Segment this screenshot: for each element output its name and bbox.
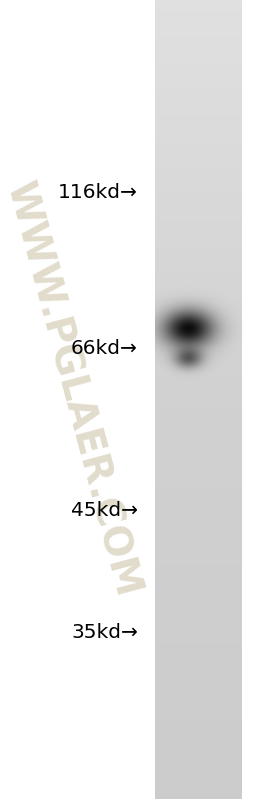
Text: WWW.PGLAER.COM: WWW.PGLAER.COM [0, 178, 146, 602]
Text: 35kd→: 35kd→ [71, 622, 138, 642]
Text: 116kd→: 116kd→ [58, 182, 138, 201]
Text: 45kd→: 45kd→ [71, 500, 138, 519]
Text: 66kd→: 66kd→ [71, 339, 138, 357]
